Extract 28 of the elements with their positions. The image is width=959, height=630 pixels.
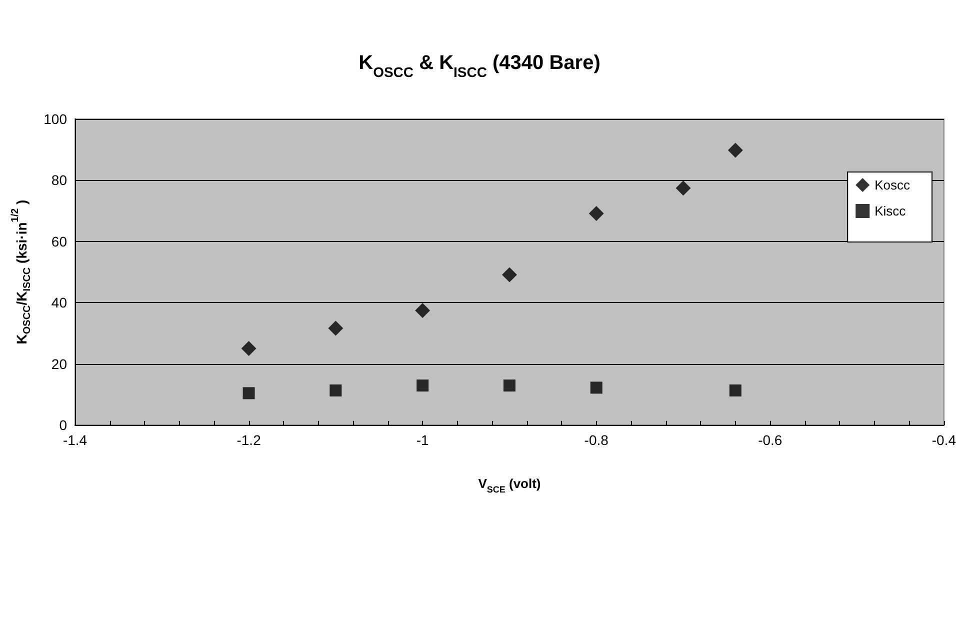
x-tick-label: -0.4 xyxy=(932,432,956,448)
y-tick-label: 0 xyxy=(59,417,68,433)
x-tick-label: -1 xyxy=(416,432,430,448)
point xyxy=(330,384,342,396)
point xyxy=(590,382,602,394)
point xyxy=(729,384,742,396)
point xyxy=(502,267,517,282)
y-axis-title: KOSCC/KISCC (ksi·in1/2 ) xyxy=(10,200,34,344)
point xyxy=(242,387,255,400)
y-tick-label: 80 xyxy=(51,172,68,188)
y-tick-label: 20 xyxy=(51,356,68,372)
point xyxy=(241,341,256,356)
point xyxy=(676,180,691,196)
point xyxy=(416,380,429,392)
x-tick-label: -0.6 xyxy=(758,432,782,448)
y-tick-label: 40 xyxy=(51,294,68,311)
point xyxy=(415,303,430,318)
point xyxy=(503,380,516,392)
y-tick-label: 60 xyxy=(51,233,68,250)
point xyxy=(588,206,604,222)
point xyxy=(328,320,344,336)
x-tick-label: -1.4 xyxy=(62,432,88,448)
legend-label: Koscc xyxy=(874,178,910,192)
point xyxy=(728,142,743,158)
legend-label: Kiscc xyxy=(874,204,906,218)
x-tick-label: -0.8 xyxy=(584,432,609,448)
x-tick-label: -1.2 xyxy=(236,432,262,448)
y-tick-label: 100 xyxy=(44,111,68,127)
